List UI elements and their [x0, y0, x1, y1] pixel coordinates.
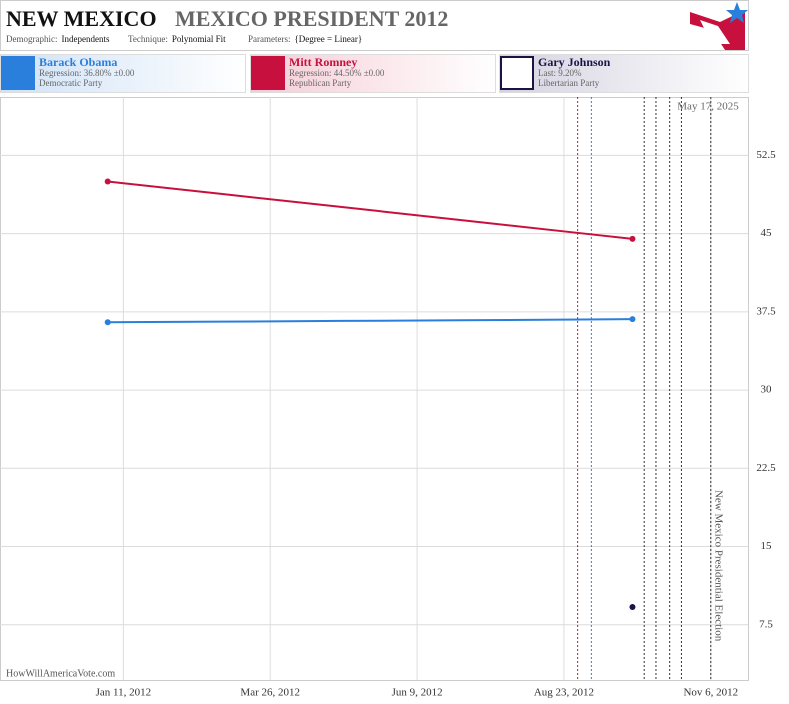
- series-line: [107, 318, 633, 324]
- x-tick-label: Aug 23, 2012: [534, 687, 594, 699]
- series-line: [107, 180, 633, 240]
- legend-card: [250, 54, 496, 93]
- legend-icon: [1, 56, 35, 90]
- parameter: Technique: Polynomial Fit: [128, 34, 226, 44]
- subtitle: MEXICO PRESIDENT 2012: [175, 6, 448, 31]
- point: [629, 235, 636, 242]
- parameter: Parameters: {Degree = Linear}: [248, 34, 362, 44]
- x-tick-label: Nov 6, 2012: [683, 687, 738, 699]
- parameter-value: Independents: [61, 34, 109, 44]
- parameter-label: Technique:: [128, 34, 168, 44]
- legend-party: Democratic Party: [39, 78, 103, 88]
- y-tick-label: 30: [761, 384, 773, 396]
- legend-icon: [500, 56, 534, 90]
- y-tick-label: 7.5: [759, 618, 773, 630]
- legend-icon: [251, 56, 285, 90]
- legend-detail: Regression: 44.50% ±0.00: [289, 68, 385, 78]
- title: NEW MEXICO: [6, 6, 157, 31]
- point: [104, 178, 111, 185]
- date-stamp: May 17, 2025: [677, 101, 739, 113]
- plot-area: [0, 97, 749, 681]
- parameter-value: {Degree = Linear}: [294, 34, 362, 44]
- y-tick-label: 15: [761, 540, 773, 552]
- x-tick-label: Jan 11, 2012: [96, 687, 152, 699]
- legend-party: Republican Party: [289, 78, 352, 88]
- y-tick-label: 45: [761, 227, 773, 239]
- parameter-label: Demographic:: [6, 34, 57, 44]
- parameter-label: Parameters:: [248, 34, 290, 44]
- legend-name: Mitt Romney: [289, 55, 357, 69]
- y-tick-label: 22.5: [756, 462, 776, 474]
- parameter-value: Polynomial Fit: [172, 34, 226, 44]
- y-tick-label: 37.5: [756, 305, 776, 317]
- watermark: HowWillAmericaVote.com: [6, 668, 115, 679]
- event-label: New Mexico Presidential Election: [712, 490, 724, 642]
- legend-party: Libertarian Party: [538, 78, 600, 88]
- legend-detail: Last: 9.20%: [538, 68, 582, 78]
- parameter: Demographic: Independents: [6, 34, 110, 44]
- legend-name: Gary Johnson: [538, 55, 611, 69]
- header-box: [0, 0, 749, 51]
- legend-detail: Regression: 36.80% ±0.00: [39, 68, 135, 78]
- logo: [690, 2, 748, 50]
- point: [629, 603, 636, 610]
- x-tick-label: Jun 9, 2012: [392, 687, 443, 699]
- legend-card: [499, 54, 749, 93]
- point: [629, 316, 636, 323]
- legend-card: [0, 54, 246, 93]
- x-tick-label: Mar 26, 2012: [240, 687, 300, 699]
- legend-name: Barack Obama: [39, 55, 117, 69]
- y-tick-label: 52.5: [756, 149, 776, 161]
- point: [104, 319, 111, 326]
